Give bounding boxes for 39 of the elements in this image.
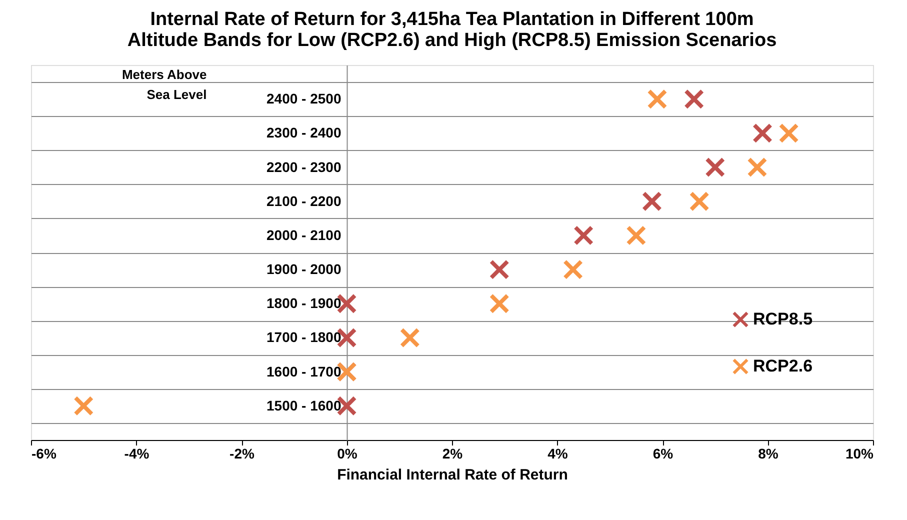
y-tick-label: 2300 - 2400 bbox=[266, 124, 342, 141]
y-axis-title: Meters Above Sea Level bbox=[122, 67, 207, 102]
point bbox=[647, 89, 668, 110]
y-tick-label: 2100 - 2200 bbox=[266, 192, 342, 209]
chart-title: Internal Rate of Return for 3,415ha Tea Plantation in Different 100m Altitude Bands for Low (RCP2.6) and High (RCP8.5) Emission Scenarios bbox=[127, 9, 777, 51]
point bbox=[778, 123, 799, 144]
x-tick-label: -4% bbox=[124, 446, 150, 462]
x-tick-label: -2% bbox=[230, 446, 255, 462]
point bbox=[747, 157, 768, 178]
x-tick-label: 4% bbox=[548, 446, 568, 462]
point bbox=[626, 225, 646, 246]
legend-label: RCP2.6 bbox=[753, 356, 813, 376]
y-tick-label: 1700 - 1800 bbox=[266, 329, 342, 346]
point bbox=[689, 191, 710, 212]
point bbox=[489, 294, 510, 314]
point bbox=[74, 396, 94, 416]
x-tick-label: 6% bbox=[652, 446, 674, 462]
y-tick-label: 2000 - 2100 bbox=[266, 226, 342, 243]
point bbox=[705, 157, 726, 178]
y-tick-label: 2400 - 2500 bbox=[266, 90, 342, 107]
y-tick-label: 2200 - 2300 bbox=[266, 158, 342, 175]
x-axis-title: Financial Internal Rate of Return bbox=[337, 466, 568, 484]
point bbox=[574, 225, 594, 246]
y-tick-label: 1900 - 2000 bbox=[266, 261, 342, 278]
x-tick-label: 8% bbox=[758, 446, 779, 462]
point bbox=[684, 89, 704, 110]
point bbox=[489, 259, 510, 280]
point bbox=[562, 259, 584, 280]
y-tick-label: 1600 - 1700 bbox=[266, 363, 342, 380]
x-tick-label: 2% bbox=[442, 446, 464, 462]
point bbox=[752, 123, 773, 144]
y-tick-label: 1800 - 1900 bbox=[266, 295, 342, 312]
x-tick-label: 0% bbox=[337, 446, 358, 462]
y-tick-label: 1500 - 1600 bbox=[266, 397, 342, 414]
legend-label: RCP8.5 bbox=[753, 310, 813, 328]
point bbox=[642, 191, 662, 212]
x-tick-label: -6% bbox=[32, 446, 57, 462]
point bbox=[400, 328, 420, 348]
x-tick-label: 10% bbox=[845, 446, 874, 462]
